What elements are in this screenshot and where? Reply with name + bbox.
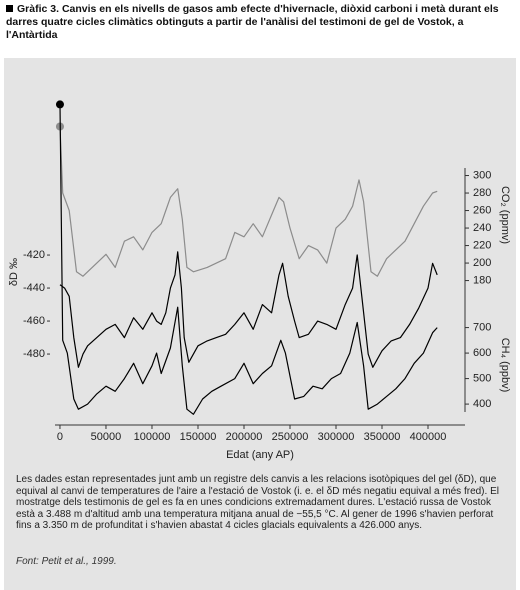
x-axis-label: Edat (any AP) xyxy=(226,449,294,461)
x-tick-label: 300000 xyxy=(318,431,355,443)
series-line xyxy=(59,251,438,368)
x-tick-label: 150000 xyxy=(180,431,217,443)
x-tick-label: 250000 xyxy=(272,431,309,443)
y-tick-label: -480 xyxy=(23,348,45,360)
x-tick-label: 350000 xyxy=(364,431,401,443)
x-tick-label: 200000 xyxy=(226,431,263,443)
panel xyxy=(4,58,516,590)
bullet xyxy=(6,5,13,12)
y-axis-label: δD ‰ xyxy=(8,258,20,286)
start-marker xyxy=(55,100,64,109)
source: Font: Petit et al., 1999. xyxy=(16,556,117,567)
y3-axis-label: CH₄ (ppbv) xyxy=(499,338,511,393)
y3-tick-label: 500 xyxy=(473,372,491,384)
y2-tick-label: 180 xyxy=(473,274,491,286)
chart-title-text: Gràfic 3. Canvis en els nivells de gasos… xyxy=(6,3,499,41)
y-tick-label: -460 xyxy=(23,315,45,327)
y3-tick-label: 700 xyxy=(473,321,491,333)
y2-tick-label: 300 xyxy=(473,169,491,181)
y2-tick-label: 220 xyxy=(473,239,491,251)
x-tick-label: 100000 xyxy=(134,431,171,443)
series-line xyxy=(59,104,438,415)
x-tick-label: 0 xyxy=(57,431,63,443)
series-line xyxy=(59,126,438,277)
chart: δD ‰ CO₂ (ppmv) CH₄ (ppbv) Edat (any AP)… xyxy=(8,100,511,461)
chart-title: Gràfic 3. Canvis en els nivells de gasos… xyxy=(6,3,511,42)
y2-axis-label: CO₂ (ppmv) xyxy=(499,186,511,244)
y2-tick-label: 280 xyxy=(473,187,491,199)
y3-tick-label: 400 xyxy=(473,398,491,410)
x-tick-label: 50000 xyxy=(91,431,122,443)
x-tick-label: 400000 xyxy=(410,431,447,443)
y2-tick-label: 260 xyxy=(473,204,491,216)
caption: Les dades estan representades junt amb u… xyxy=(16,474,499,531)
y2-tick-label: 200 xyxy=(473,257,491,269)
y-tick-label: -440 xyxy=(23,282,45,294)
y-tick-label: -420 xyxy=(23,249,45,261)
y3-tick-label: 600 xyxy=(473,347,491,359)
y2-tick-label: 240 xyxy=(473,222,491,234)
